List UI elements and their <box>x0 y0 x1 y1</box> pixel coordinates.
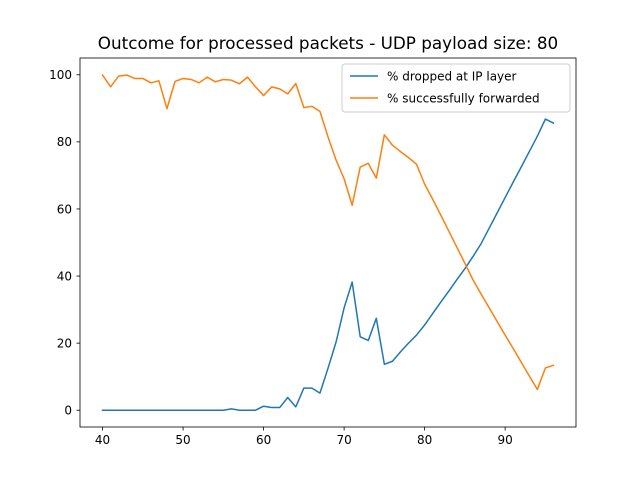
y-tick-label: 0 <box>64 404 72 418</box>
legend-label-1: % dropped at IP layer <box>387 69 517 83</box>
axes: 40 50 60 70 80 90 0 20 40 60 80 100 <box>49 57 577 447</box>
x-tick-label: 80 <box>417 433 432 447</box>
x-tick-label: 40 <box>95 433 110 447</box>
legend-box <box>341 63 571 113</box>
x-tick-label: 60 <box>256 433 271 447</box>
plot-series <box>101 74 555 411</box>
series-line-1 <box>101 118 555 411</box>
x-tick-label: 70 <box>336 433 351 447</box>
y-tick-label: 40 <box>57 269 72 283</box>
x-tick-label: 50 <box>175 433 190 447</box>
y-tick-label: 60 <box>57 202 72 216</box>
y-tick-label: 80 <box>57 135 72 149</box>
y-tick-label: 20 <box>57 336 72 350</box>
legend: % dropped at IP layer % successfully forw… <box>341 63 571 113</box>
series-line-2 <box>101 74 555 391</box>
y-tick-label: 100 <box>49 68 72 82</box>
chart-title: Outcome for processed packets - UDP payl… <box>98 33 558 53</box>
legend-label-2: % successfully forwarded <box>387 91 540 105</box>
x-tick-label: 90 <box>498 433 513 447</box>
plot-frame <box>79 57 577 428</box>
